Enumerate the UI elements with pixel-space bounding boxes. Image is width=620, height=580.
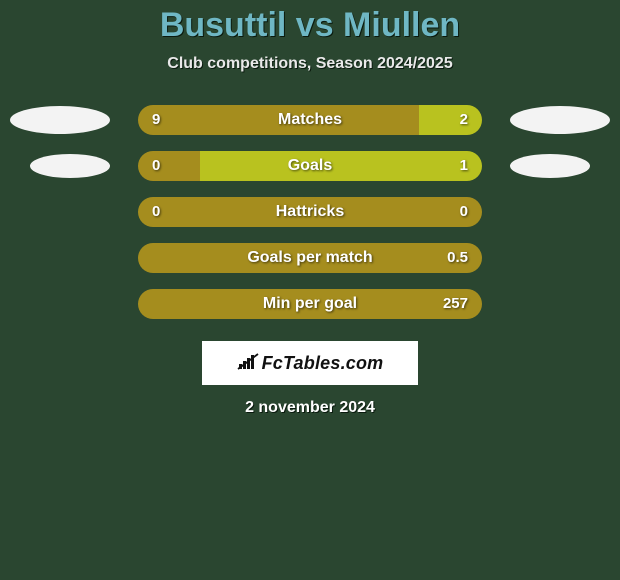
stat-bar-left-fill xyxy=(138,243,482,273)
date-label: 2 november 2024 xyxy=(0,399,620,417)
stat-bar-right-fill xyxy=(200,151,482,181)
bar-chart-icon xyxy=(237,352,259,375)
stat-row: Goals01 xyxy=(0,143,620,189)
stat-bar: Matches92 xyxy=(138,105,482,135)
brand-label: FcTables.com xyxy=(237,352,384,375)
player1-avatar xyxy=(10,106,110,134)
stat-bar-left-fill xyxy=(138,289,482,319)
stat-bar-right-fill xyxy=(419,105,482,135)
player1-avatar xyxy=(30,154,110,178)
brand-text: FcTables.com xyxy=(262,353,384,374)
stat-row: Goals per match0.5 xyxy=(0,235,620,281)
brand-plate: FcTables.com xyxy=(202,341,418,385)
stat-row: Hattricks00 xyxy=(0,189,620,235)
stat-row: Min per goal257 xyxy=(0,281,620,327)
stat-bar-left-fill xyxy=(138,105,419,135)
player2-avatar xyxy=(510,154,590,178)
stat-bar-left-fill xyxy=(138,197,482,227)
page-title: Busuttil vs Miullen xyxy=(0,6,620,45)
stat-bar: Goals01 xyxy=(138,151,482,181)
stat-bar: Goals per match0.5 xyxy=(138,243,482,273)
player2-avatar xyxy=(510,106,610,134)
page-subtitle: Club competitions, Season 2024/2025 xyxy=(0,55,620,73)
stats-rows: Matches92 Goals01 Hattricks00 Goals per mat… xyxy=(0,97,620,327)
stat-bar-left-fill xyxy=(138,151,200,181)
stat-bar: Hattricks00 xyxy=(138,197,482,227)
comparison-panel: Busuttil vs Miullen Club competitions, S… xyxy=(0,0,620,580)
stat-row: Matches92 xyxy=(0,97,620,143)
stat-bar: Min per goal257 xyxy=(138,289,482,319)
